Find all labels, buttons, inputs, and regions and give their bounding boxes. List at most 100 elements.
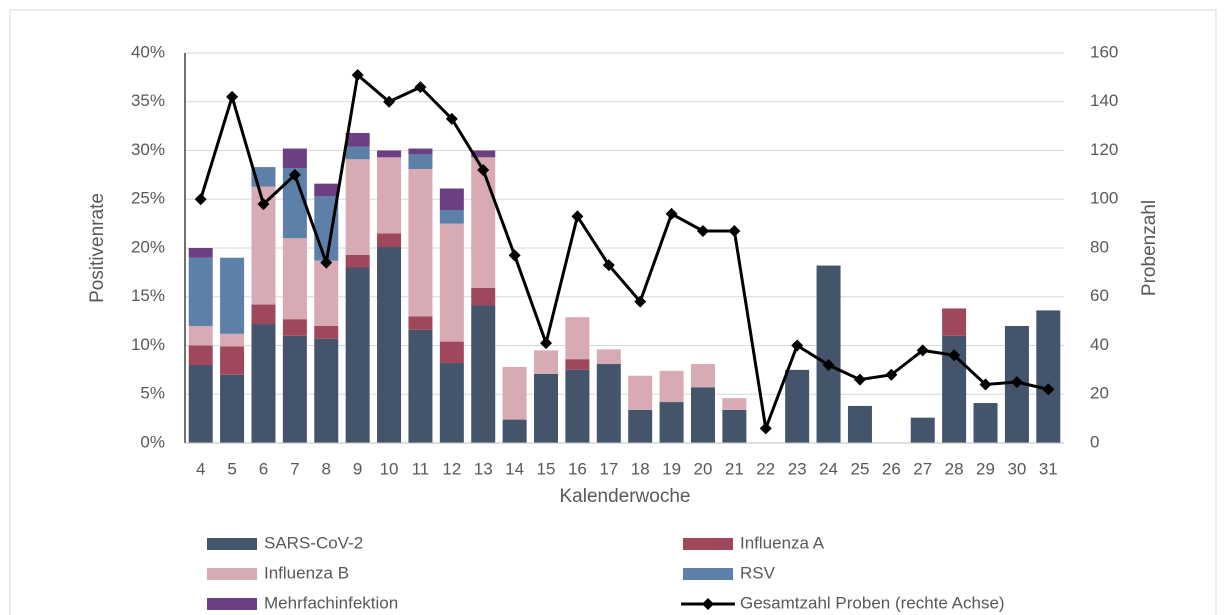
bar-segment <box>565 369 590 443</box>
line-marker <box>194 193 207 206</box>
x-tick-label: 17 <box>599 459 618 478</box>
x-tick-label: 9 <box>353 459 362 478</box>
bar-segment <box>502 366 527 420</box>
legend-label: Influenza B <box>264 563 349 582</box>
bar-segment <box>188 326 213 346</box>
x-tick-label: 27 <box>913 459 932 478</box>
bar-segment <box>534 350 559 374</box>
bar-segment <box>220 333 245 347</box>
bar-segment <box>534 373 559 443</box>
bar-segment <box>251 324 276 443</box>
legend-marker <box>702 598 714 610</box>
y-tick-label: 5% <box>140 384 165 403</box>
line <box>199 72 1049 435</box>
x-tick-label: 23 <box>788 459 807 478</box>
bar-segment <box>1036 310 1061 443</box>
x-tick-label: 29 <box>976 459 995 478</box>
line-marker <box>383 95 396 108</box>
y2-tick-label: 40 <box>1090 335 1109 354</box>
x-tick-label: 7 <box>290 459 299 478</box>
bar-segment <box>439 188 464 210</box>
bar-segment <box>408 316 433 330</box>
bar-segment <box>251 304 276 325</box>
bar-segment <box>471 305 496 443</box>
x-tick-label: 18 <box>631 459 650 478</box>
x-tick-label: 25 <box>850 459 869 478</box>
line-marker <box>571 210 584 223</box>
bar-segment <box>220 374 245 443</box>
y2-tick-label: 160 <box>1090 42 1118 61</box>
x-tick-label: 15 <box>537 459 556 478</box>
bar-segment <box>690 387 715 443</box>
bar-segment <box>188 345 213 365</box>
legend-swatch <box>207 538 257 550</box>
bar-segment <box>502 419 527 443</box>
chart-frame <box>9 9 1217 615</box>
bar-segment <box>377 157 402 234</box>
legend-label: RSV <box>740 563 776 582</box>
bar-segment <box>282 148 307 169</box>
line-marker <box>696 224 709 237</box>
bar-segment <box>439 341 464 364</box>
line-marker <box>634 295 647 308</box>
bar-segment <box>345 254 370 268</box>
y-tick-label: 0% <box>140 432 165 451</box>
y2-tick-label: 100 <box>1090 189 1118 208</box>
x-tick-label: 6 <box>259 459 268 478</box>
y-tick-label: 15% <box>131 286 165 305</box>
bar-segment <box>471 150 496 158</box>
line-marker <box>665 207 678 220</box>
bar-segment <box>816 265 841 443</box>
bar-segment <box>785 369 810 443</box>
bar-segment <box>314 260 339 326</box>
bar-segment <box>377 233 402 248</box>
bar-segment <box>345 132 370 147</box>
legend-swatch <box>207 568 257 580</box>
line-marker <box>822 359 835 371</box>
bar-segment <box>408 329 433 443</box>
line-marker <box>226 90 239 103</box>
bar-segment <box>628 375 653 410</box>
line-marker <box>602 259 615 272</box>
x-tick-label: 30 <box>1007 459 1026 478</box>
y-axis-title: Positivenrate <box>87 193 108 303</box>
x-tick-label: 19 <box>662 459 681 478</box>
bar-segment <box>220 257 245 334</box>
bar-segment <box>596 364 621 443</box>
x-tick-label: 10 <box>380 459 399 478</box>
x-tick-label: 13 <box>474 459 493 478</box>
bar-segment <box>942 308 967 336</box>
bar-segment <box>220 346 245 375</box>
line-marker <box>916 344 929 357</box>
y-tick-label: 35% <box>131 91 165 110</box>
x-tick-label: 4 <box>196 459 205 478</box>
x-tick-label: 5 <box>227 459 236 478</box>
line-marker <box>948 349 961 362</box>
bar-segment <box>377 247 402 443</box>
y2-tick-label: 0 <box>1090 432 1099 451</box>
bar-segment <box>282 335 307 443</box>
line-marker <box>1010 376 1023 389</box>
x-tick-label: 16 <box>568 459 587 478</box>
bar-segment <box>471 157 496 288</box>
legend-swatch <box>683 568 733 580</box>
line-marker <box>257 198 270 211</box>
bar-segment <box>628 409 653 443</box>
bar-segment <box>314 183 339 197</box>
bar-segment <box>471 287 496 306</box>
line-marker <box>791 339 804 352</box>
y2-tick-label: 80 <box>1090 237 1109 256</box>
y2-axis-title: Probenzahl <box>1139 200 1160 296</box>
bar-segment <box>188 365 213 443</box>
bar-segment <box>345 159 370 255</box>
bar-segment <box>565 317 590 360</box>
line-marker <box>885 368 898 381</box>
x-tick-label: 31 <box>1039 459 1058 478</box>
y-tick-label: 20% <box>131 237 165 256</box>
bar-segment <box>439 209 464 224</box>
x-tick-label: 28 <box>945 459 964 478</box>
x-axis-title: Kalenderwoche <box>560 486 691 507</box>
bar-segment <box>722 409 747 443</box>
x-tick-label: 20 <box>694 459 713 478</box>
